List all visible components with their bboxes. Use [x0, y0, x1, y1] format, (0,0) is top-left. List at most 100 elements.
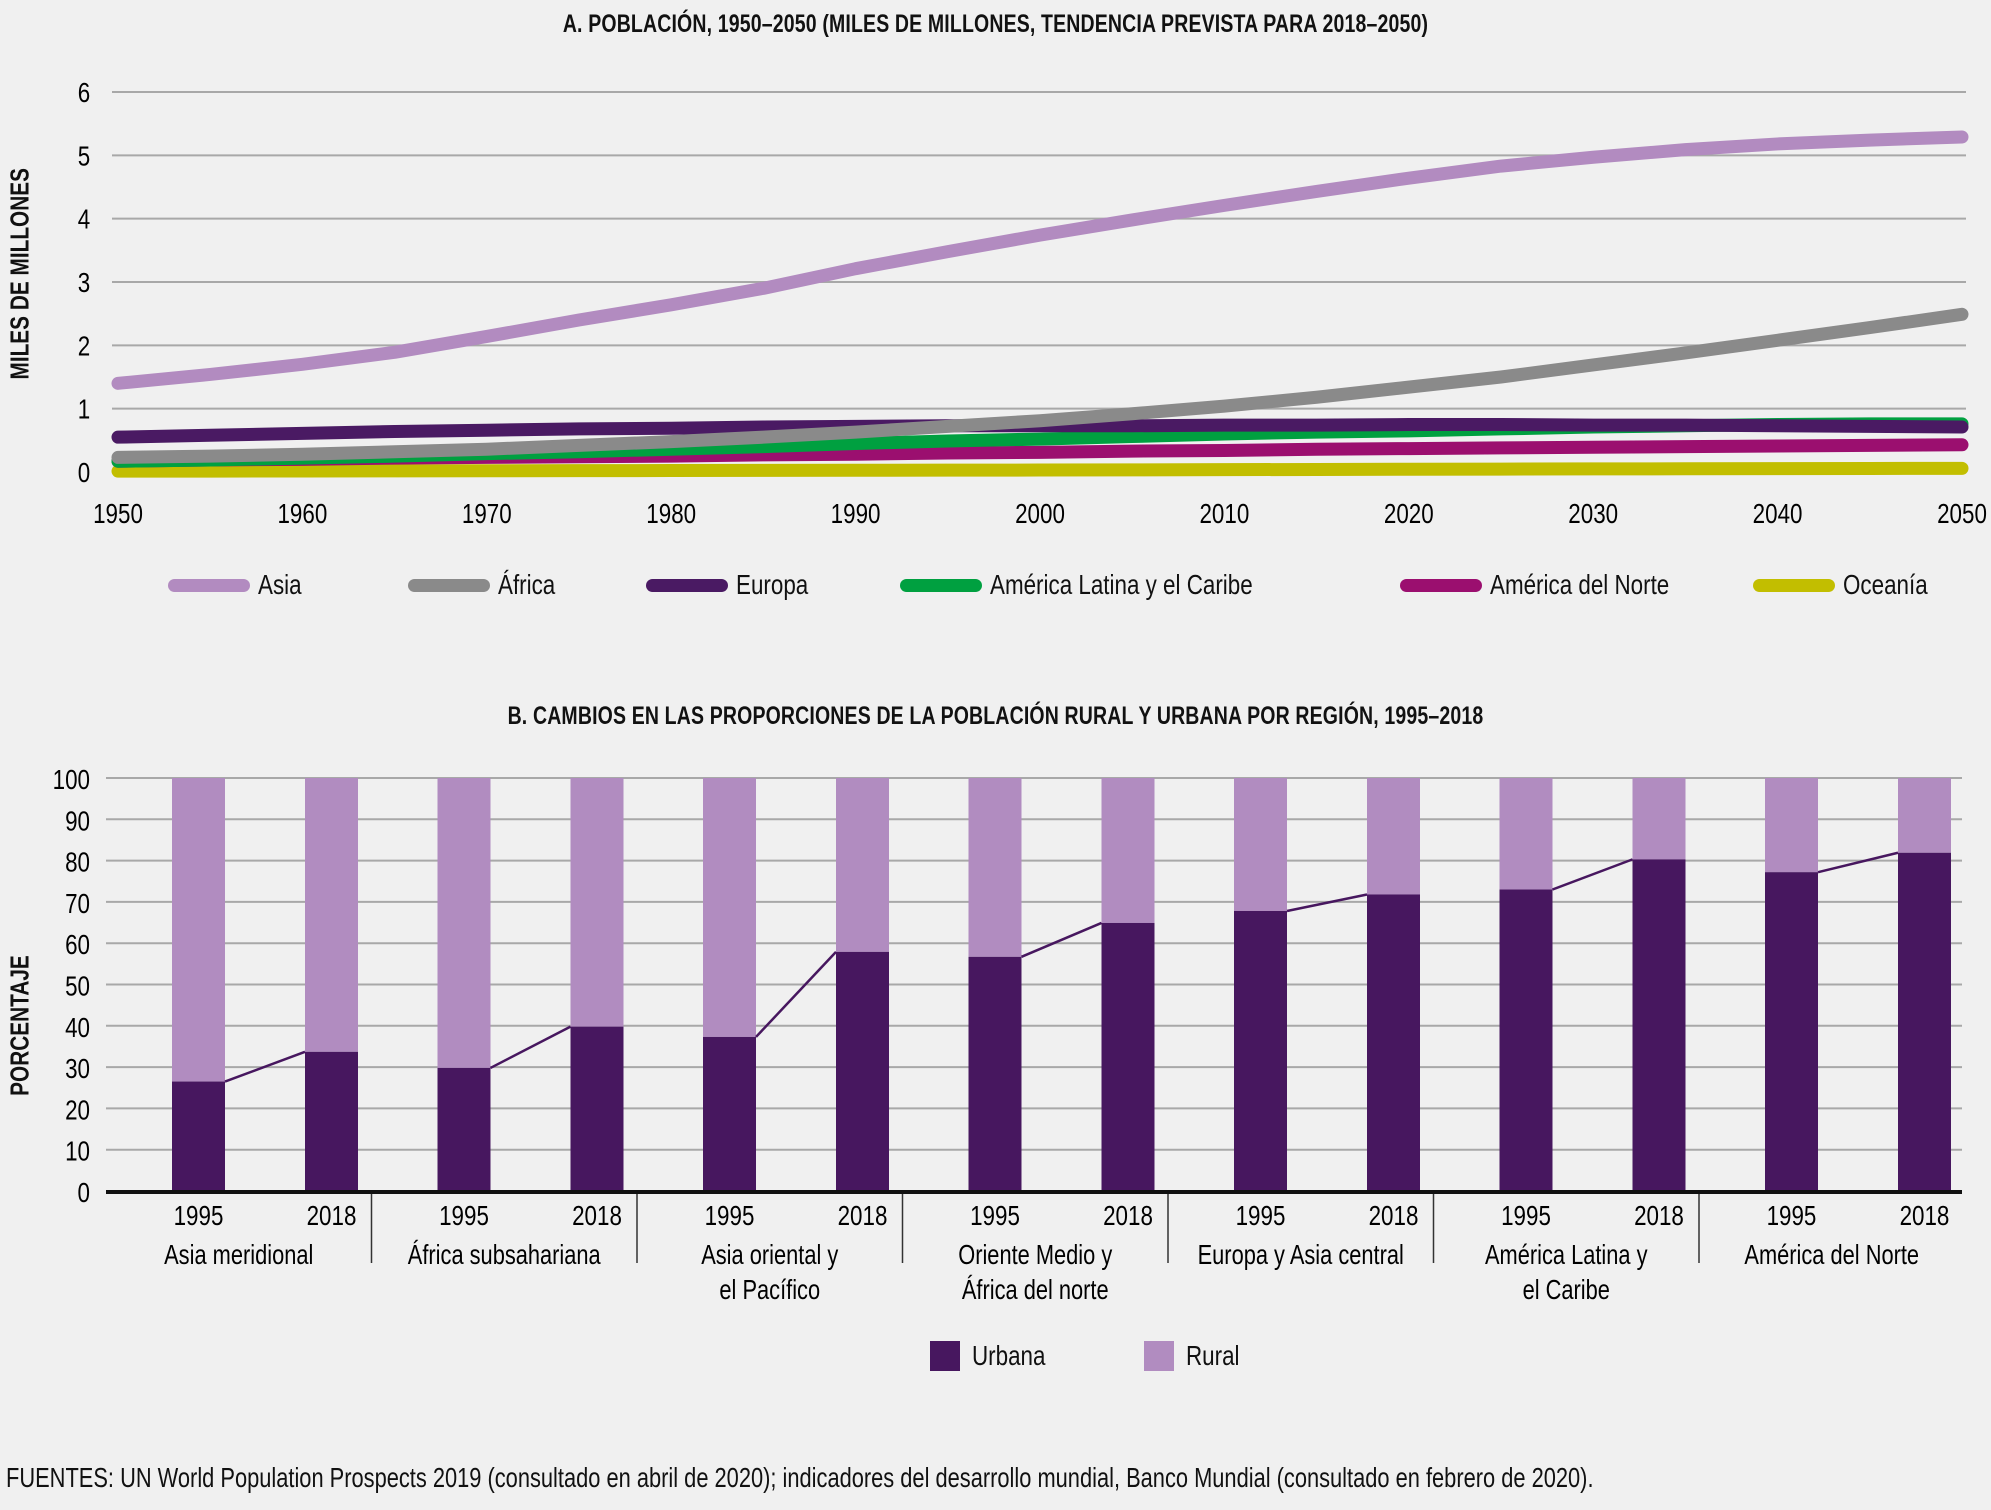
bar-urbana — [1499, 889, 1553, 1191]
y-tick-label: 50 — [65, 971, 90, 1002]
urbana-change-line — [1552, 858, 1633, 891]
y-tick-label: 100 — [53, 765, 90, 796]
legend-item: Asia — [168, 560, 312, 610]
legend-item-rural: Rural — [1143, 1340, 1253, 1372]
x-tick-label: 2018 — [572, 1201, 622, 1232]
bar-rural — [703, 778, 756, 1037]
bar-urbana — [1632, 859, 1686, 1191]
x-tick-label: 1990 — [831, 499, 881, 530]
urbana-change-line — [755, 951, 837, 1038]
legend-label: África — [498, 569, 556, 600]
bar-rural — [1632, 778, 1686, 860]
legend-label: América Latina y el Caribe — [990, 569, 1253, 600]
bar-urbana — [836, 951, 889, 1191]
chart-b-legend: Urbana Rural — [930, 1340, 1333, 1372]
legend-item: América del Norte — [1400, 560, 1714, 610]
bar-rural — [1101, 778, 1155, 923]
legend-label: Oceanía — [1843, 569, 1928, 600]
legend-label-rural: Rural — [1185, 1340, 1240, 1371]
x-tick-label: 2018 — [1103, 1201, 1153, 1232]
series-line-oceanía — [111, 461, 1969, 478]
y-tick-label: 80 — [65, 847, 90, 878]
x-tick-label: 2018 — [307, 1201, 357, 1232]
bar-urbana — [570, 1026, 624, 1191]
group-label: Europa y Asia central — [1198, 1239, 1404, 1270]
x-tick-label: 1995 — [439, 1201, 489, 1232]
legend-item: América Latina y el Caribe — [900, 560, 1318, 610]
bar-rural — [305, 778, 358, 1052]
x-tick-label: 2018 — [1369, 1201, 1419, 1232]
bar-rural — [968, 778, 1022, 957]
urbana-change-line — [1286, 893, 1368, 913]
legend-label: Europa — [736, 569, 809, 600]
chart-a-plot: 0 1 2 3 4 5 6 1950 1960 1970 1980 1990 2000 2010 2020 2… — [78, 78, 1987, 530]
legend-swatch-urbana — [930, 1341, 960, 1371]
bar-urbana — [1234, 910, 1287, 1191]
y-tick-label: 5 — [78, 141, 90, 172]
chart-b-title: B. CAMBIOS EN LAS PROPORCIONES DE LA POB… — [507, 702, 1484, 730]
legend-swatch — [646, 578, 728, 592]
y-tick-label: 20 — [65, 1095, 90, 1126]
legend-swatch — [408, 578, 490, 592]
chart-b-plot: 0 10 20 30 40 50 60 70 80 90 100 1995 2018 Asia merid… — [53, 765, 1962, 1306]
bar-urbana — [437, 1067, 491, 1191]
source-note: FUENTES: UN World Population Prospects 2… — [6, 1462, 1594, 1493]
x-tick-label: 2000 — [1015, 499, 1065, 530]
bar-rural — [1898, 778, 1951, 853]
y-tick-label: 60 — [65, 930, 90, 961]
x-tick-label: 2030 — [1568, 499, 1618, 530]
y-tick-label: 1 — [78, 394, 90, 425]
legend-label: Asia — [258, 569, 302, 600]
bar-urbana — [1898, 852, 1951, 1191]
legend-swatch — [1753, 578, 1835, 592]
series-line-asia — [111, 130, 1969, 390]
y-tick-label: 3 — [78, 268, 90, 299]
group-label: Asia oriental y — [701, 1239, 838, 1270]
bar-urbana — [1101, 922, 1155, 1191]
y-tick-label: 0 — [78, 458, 90, 489]
bar-urbana — [1367, 894, 1420, 1191]
legend-label: América del Norte — [1490, 569, 1670, 600]
legend-swatch-rural — [1143, 1341, 1174, 1371]
x-tick-label: 1995 — [970, 1201, 1020, 1232]
y-tick-label: 4 — [78, 204, 90, 235]
y-tick-label: 0 — [78, 1178, 90, 1209]
x-tick-label: 1950 — [93, 499, 143, 530]
x-tick-label: 2020 — [1384, 499, 1434, 530]
x-tick-label: 2018 — [838, 1201, 888, 1232]
x-tick-label: 2018 — [1900, 1201, 1950, 1232]
y-tick-label: 2 — [78, 331, 90, 362]
series-line-áfrica — [111, 307, 1969, 464]
x-tick-label: 1960 — [277, 499, 327, 530]
chart-a-legend: Asia África Europa América Latina y el Cari… — [0, 560, 1991, 610]
legend-swatch — [168, 578, 250, 592]
group-label: Asia meridional — [164, 1239, 313, 1270]
x-tick-label: 2018 — [1634, 1201, 1684, 1232]
legend-item: Oceanía — [1753, 560, 1949, 610]
bar-rural — [1499, 778, 1553, 890]
x-tick-label: 1970 — [462, 499, 512, 530]
x-tick-label: 1995 — [1767, 1201, 1817, 1232]
group-label: América Latina y — [1485, 1239, 1648, 1270]
urbana-change-line — [224, 1050, 306, 1083]
urbana-change-line — [1817, 851, 1899, 874]
y-tick-label: 90 — [65, 806, 90, 837]
urbana-change-line — [1021, 921, 1102, 958]
y-tick-label: 6 — [78, 78, 90, 109]
group-label: África del norte — [962, 1273, 1109, 1305]
bar-rural — [1234, 778, 1287, 911]
x-tick-label: 2040 — [1753, 499, 1803, 530]
group-label: el Pacífico — [719, 1274, 820, 1305]
bar-rural — [172, 778, 225, 1082]
y-tick-label: 70 — [65, 889, 90, 920]
x-tick-label: 1995 — [1236, 1201, 1286, 1232]
bar-urbana — [968, 956, 1022, 1191]
x-tick-label: 1995 — [174, 1201, 224, 1232]
y-tick-label: 30 — [65, 1054, 90, 1085]
group-label: África subsahariana — [408, 1238, 601, 1270]
bar-urbana — [703, 1036, 756, 1191]
legend-item: África — [408, 560, 570, 610]
x-tick-label: 2050 — [1937, 499, 1987, 530]
bar-rural — [1367, 778, 1420, 895]
legend-swatch — [1400, 578, 1482, 592]
